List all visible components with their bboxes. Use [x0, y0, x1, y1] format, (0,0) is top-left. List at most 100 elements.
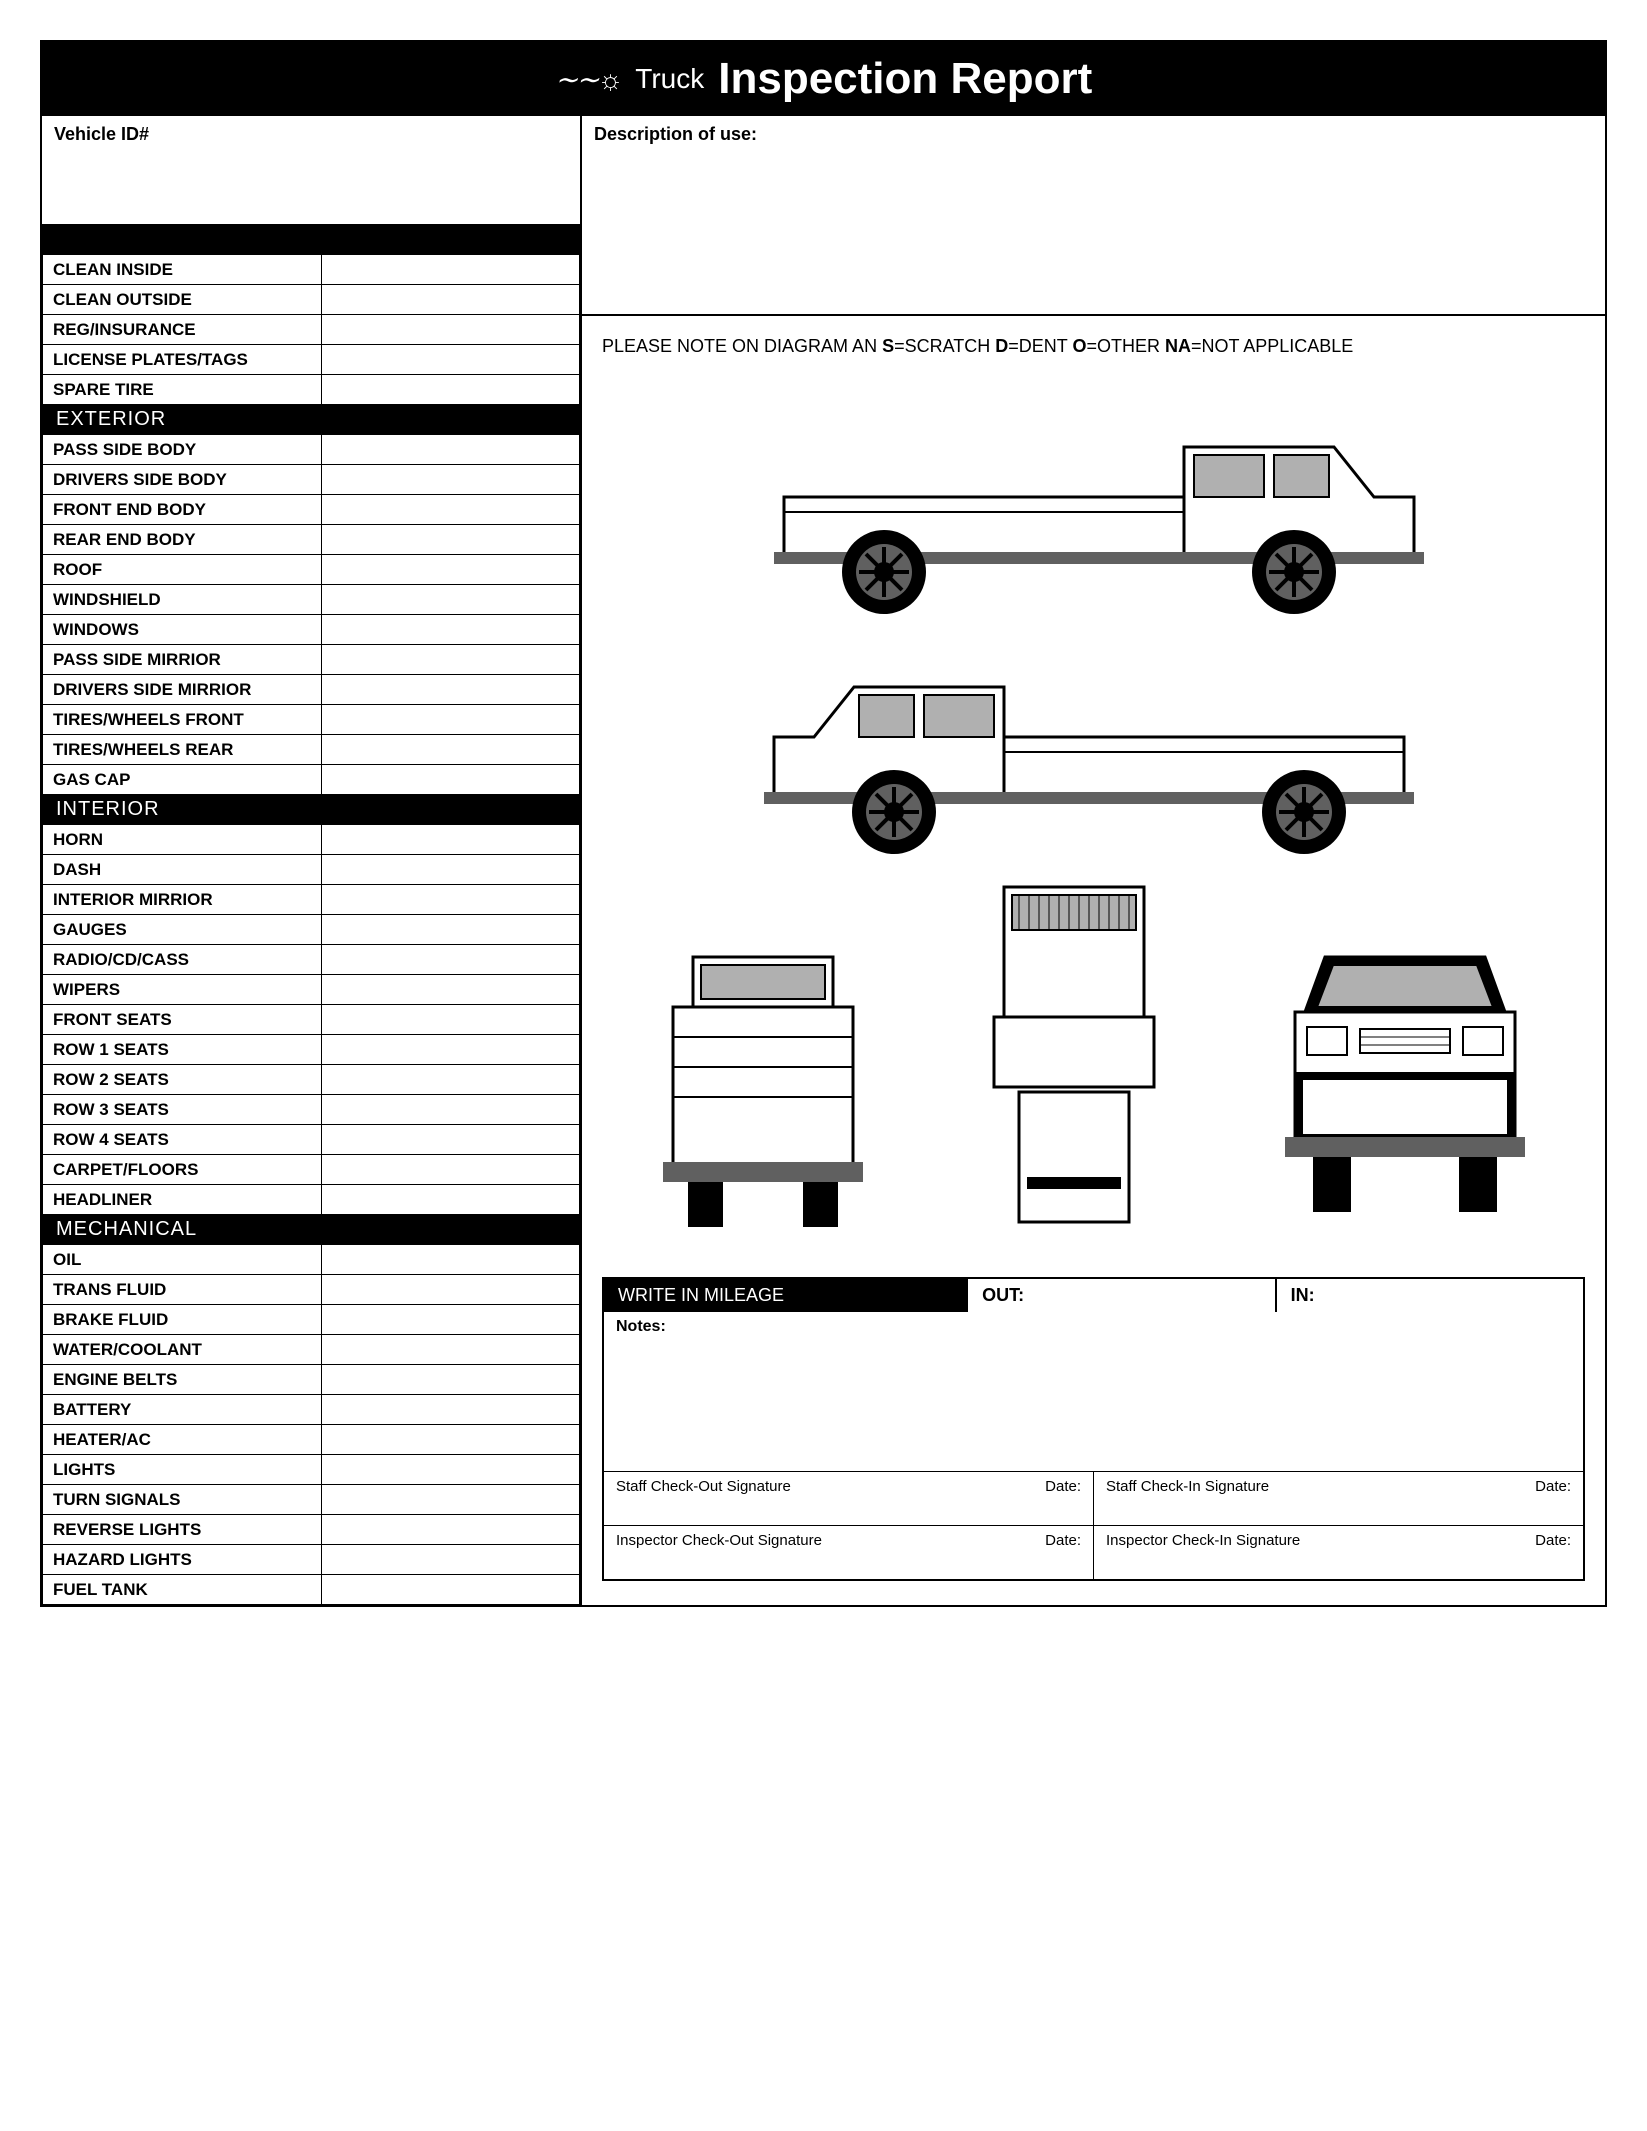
- checklist-item-value[interactable]: [322, 1155, 580, 1185]
- checklist-item-value[interactable]: [322, 1245, 580, 1275]
- notes-label: Notes:: [616, 1318, 666, 1335]
- checklist-row: TRANS FLUID: [43, 1275, 580, 1305]
- truck-diagrams: [582, 367, 1605, 1247]
- checklist-row: CLEAN INSIDE: [43, 255, 580, 285]
- checklist-row: TURN SIGNALS: [43, 1485, 580, 1515]
- checklist-item-value[interactable]: [321, 585, 579, 615]
- mileage-in[interactable]: IN:: [1275, 1279, 1583, 1312]
- black-spacer: [42, 226, 580, 254]
- checklist-item-value[interactable]: [321, 495, 579, 525]
- checklist-row: DRIVERS SIDE MIRRIOR: [43, 675, 580, 705]
- mechanical-checklist: OILTRANS FLUIDBRAKE FLUIDWATER/COOLANTEN…: [42, 1244, 580, 1605]
- checklist-item-label: WINDOWS: [43, 615, 322, 645]
- checklist-item-value[interactable]: [322, 345, 580, 375]
- checklist-item-label: FUEL TANK: [43, 1575, 322, 1605]
- checklist-row: ROW 4 SEATS: [43, 1125, 580, 1155]
- notes-field[interactable]: Notes:: [604, 1312, 1583, 1472]
- checklist-item-value[interactable]: [322, 885, 580, 915]
- date-label: Date:: [1045, 1478, 1081, 1495]
- checklist-row: OIL: [43, 1245, 580, 1275]
- checklist-item-label: TIRES/WHEELS FRONT: [43, 705, 322, 735]
- checklist-row: TIRES/WHEELS REAR: [43, 735, 580, 765]
- checklist-item-value[interactable]: [322, 1185, 580, 1215]
- checklist-item-value[interactable]: [321, 555, 579, 585]
- checklist-item-label: HEATER/AC: [43, 1425, 322, 1455]
- checklist-item-value[interactable]: [321, 465, 579, 495]
- checklist-row: CARPET/FLOORS: [43, 1155, 580, 1185]
- checklist-item-value[interactable]: [321, 525, 579, 555]
- checklist-item-value[interactable]: [321, 705, 579, 735]
- checklist-item-value[interactable]: [322, 255, 580, 285]
- inspector-checkout-sig[interactable]: Inspector Check-Out Signature Date:: [604, 1526, 1094, 1579]
- checklist-item-value[interactable]: [322, 1545, 580, 1575]
- checklist-item-value[interactable]: [322, 1335, 580, 1365]
- checklist-row: INTERIOR MIRRIOR: [43, 885, 580, 915]
- checklist-row: BRAKE FLUID: [43, 1305, 580, 1335]
- checklist-item-value[interactable]: [322, 315, 580, 345]
- checklist-row: WINDSHIELD: [43, 585, 580, 615]
- checklist-item-label: FRONT END BODY: [43, 495, 322, 525]
- inspector-checkin-sig[interactable]: Inspector Check-In Signature Date:: [1094, 1526, 1583, 1579]
- checklist-item-label: ENGINE BELTS: [43, 1365, 322, 1395]
- checklist-item-value[interactable]: [322, 1455, 580, 1485]
- right-column: Description of use: PLEASE NOTE ON DIAGR…: [582, 116, 1605, 1605]
- checklist-item-value[interactable]: [322, 1515, 580, 1545]
- legend-s-val: =SCRATCH: [894, 336, 995, 356]
- checklist-row: RADIO/CD/CASS: [43, 945, 580, 975]
- checklist-item-value[interactable]: [321, 765, 579, 795]
- checklist-item-value[interactable]: [322, 1065, 580, 1095]
- checklist-item-value[interactable]: [322, 285, 580, 315]
- checklist-row: HEADLINER: [43, 1185, 580, 1215]
- checklist-item-value[interactable]: [321, 735, 579, 765]
- checklist-item-label: LICENSE PLATES/TAGS: [43, 345, 322, 375]
- checklist-item-value[interactable]: [322, 1575, 580, 1605]
- checklist-item-value[interactable]: [322, 1035, 580, 1065]
- staff-checkin-sig[interactable]: Staff Check-In Signature Date:: [1094, 1472, 1583, 1525]
- legend-s: S: [882, 336, 894, 356]
- checklist-item-value[interactable]: [322, 1395, 580, 1425]
- checklist-item-label: ROW 3 SEATS: [43, 1095, 322, 1125]
- checklist-item-label: REG/INSURANCE: [43, 315, 322, 345]
- checklist-item-value[interactable]: [322, 975, 580, 1005]
- mileage-out[interactable]: OUT:: [966, 1279, 1274, 1312]
- checklist-item-value[interactable]: [322, 1365, 580, 1395]
- checklist-item-value[interactable]: [322, 915, 580, 945]
- checklist-item-label: TURN SIGNALS: [43, 1485, 322, 1515]
- interior-header: INTERIOR: [42, 795, 580, 824]
- staff-checkout-sig[interactable]: Staff Check-Out Signature Date:: [604, 1472, 1094, 1525]
- checklist-item-value[interactable]: [322, 1305, 580, 1335]
- checklist-item-value[interactable]: [321, 615, 579, 645]
- checklist-row: HAZARD LIGHTS: [43, 1545, 580, 1575]
- legend-d: D: [995, 336, 1008, 356]
- checklist-item-value[interactable]: [322, 1095, 580, 1125]
- description-box[interactable]: Description of use:: [582, 116, 1605, 316]
- checklist-row: WIPERS: [43, 975, 580, 1005]
- checklist-item-label: WIPERS: [43, 975, 322, 1005]
- checklist-row: REG/INSURANCE: [43, 315, 580, 345]
- general-checklist: CLEAN INSIDECLEAN OUTSIDEREG/INSURANCELI…: [42, 254, 580, 405]
- checklist-item-value[interactable]: [322, 855, 580, 885]
- logo-icon: ∼∼☼: [555, 63, 622, 96]
- checklist-row: WATER/COOLANT: [43, 1335, 580, 1365]
- vehicle-id-box[interactable]: Vehicle ID#: [42, 116, 580, 226]
- checklist-item-value[interactable]: [322, 1425, 580, 1455]
- checklist-item-value[interactable]: [322, 1125, 580, 1155]
- checklist-item-label: PASS SIDE MIRRIOR: [43, 645, 322, 675]
- checklist-item-value[interactable]: [322, 1485, 580, 1515]
- legend-o: O: [1072, 336, 1086, 356]
- checklist-item-value[interactable]: [322, 1275, 580, 1305]
- inspector-in-label: Inspector Check-In Signature: [1106, 1532, 1300, 1549]
- checklist-item-value[interactable]: [321, 645, 579, 675]
- vehicle-id-label: Vehicle ID#: [54, 124, 149, 144]
- checklist-item-label: ROOF: [43, 555, 322, 585]
- checklist-item-value[interactable]: [322, 825, 580, 855]
- truck-front-icon: [1265, 937, 1545, 1237]
- checklist-item-value[interactable]: [322, 1005, 580, 1035]
- checklist-item-value[interactable]: [321, 435, 579, 465]
- legend-na-val: =NOT APPLICABLE: [1191, 336, 1353, 356]
- checklist-item-value[interactable]: [322, 945, 580, 975]
- checklist-item-value[interactable]: [321, 675, 579, 705]
- checklist-item-value[interactable]: [322, 375, 580, 405]
- exterior-checklist: PASS SIDE BODYDRIVERS SIDE BODYFRONT END…: [42, 434, 580, 795]
- checklist-item-label: BRAKE FLUID: [43, 1305, 322, 1335]
